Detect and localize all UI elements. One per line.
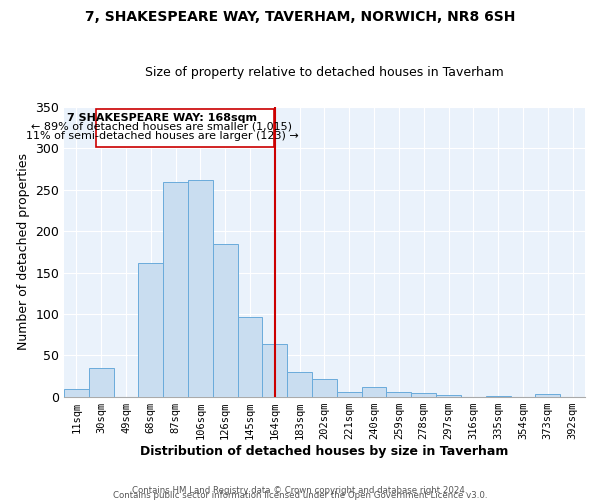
- Bar: [238, 317, 262, 396]
- X-axis label: Distribution of detached houses by size in Taverham: Distribution of detached houses by size …: [140, 444, 509, 458]
- FancyBboxPatch shape: [96, 108, 274, 147]
- Bar: [312, 379, 337, 396]
- Bar: [287, 372, 312, 396]
- Text: 7 SHAKESPEARE WAY: 168sqm: 7 SHAKESPEARE WAY: 168sqm: [67, 113, 257, 123]
- Bar: [262, 344, 287, 397]
- Bar: [535, 394, 560, 396]
- Bar: [386, 392, 412, 396]
- Text: Contains public sector information licensed under the Open Government Licence v3: Contains public sector information licen…: [113, 490, 487, 500]
- Bar: [139, 262, 163, 396]
- Bar: [436, 395, 461, 396]
- Y-axis label: Number of detached properties: Number of detached properties: [17, 154, 29, 350]
- Bar: [188, 180, 213, 396]
- Text: Contains HM Land Registry data © Crown copyright and database right 2024.: Contains HM Land Registry data © Crown c…: [132, 486, 468, 495]
- Bar: [337, 392, 362, 396]
- Text: 11% of semi-detached houses are larger (123) →: 11% of semi-detached houses are larger (…: [26, 131, 298, 141]
- Bar: [163, 182, 188, 396]
- Bar: [412, 394, 436, 396]
- Title: Size of property relative to detached houses in Taverham: Size of property relative to detached ho…: [145, 66, 504, 80]
- Bar: [89, 368, 113, 396]
- Bar: [213, 244, 238, 396]
- Text: ← 89% of detached houses are smaller (1,015): ← 89% of detached houses are smaller (1,…: [31, 122, 292, 132]
- Bar: [362, 388, 386, 396]
- Bar: [64, 389, 89, 396]
- Text: 7, SHAKESPEARE WAY, TAVERHAM, NORWICH, NR8 6SH: 7, SHAKESPEARE WAY, TAVERHAM, NORWICH, N…: [85, 10, 515, 24]
